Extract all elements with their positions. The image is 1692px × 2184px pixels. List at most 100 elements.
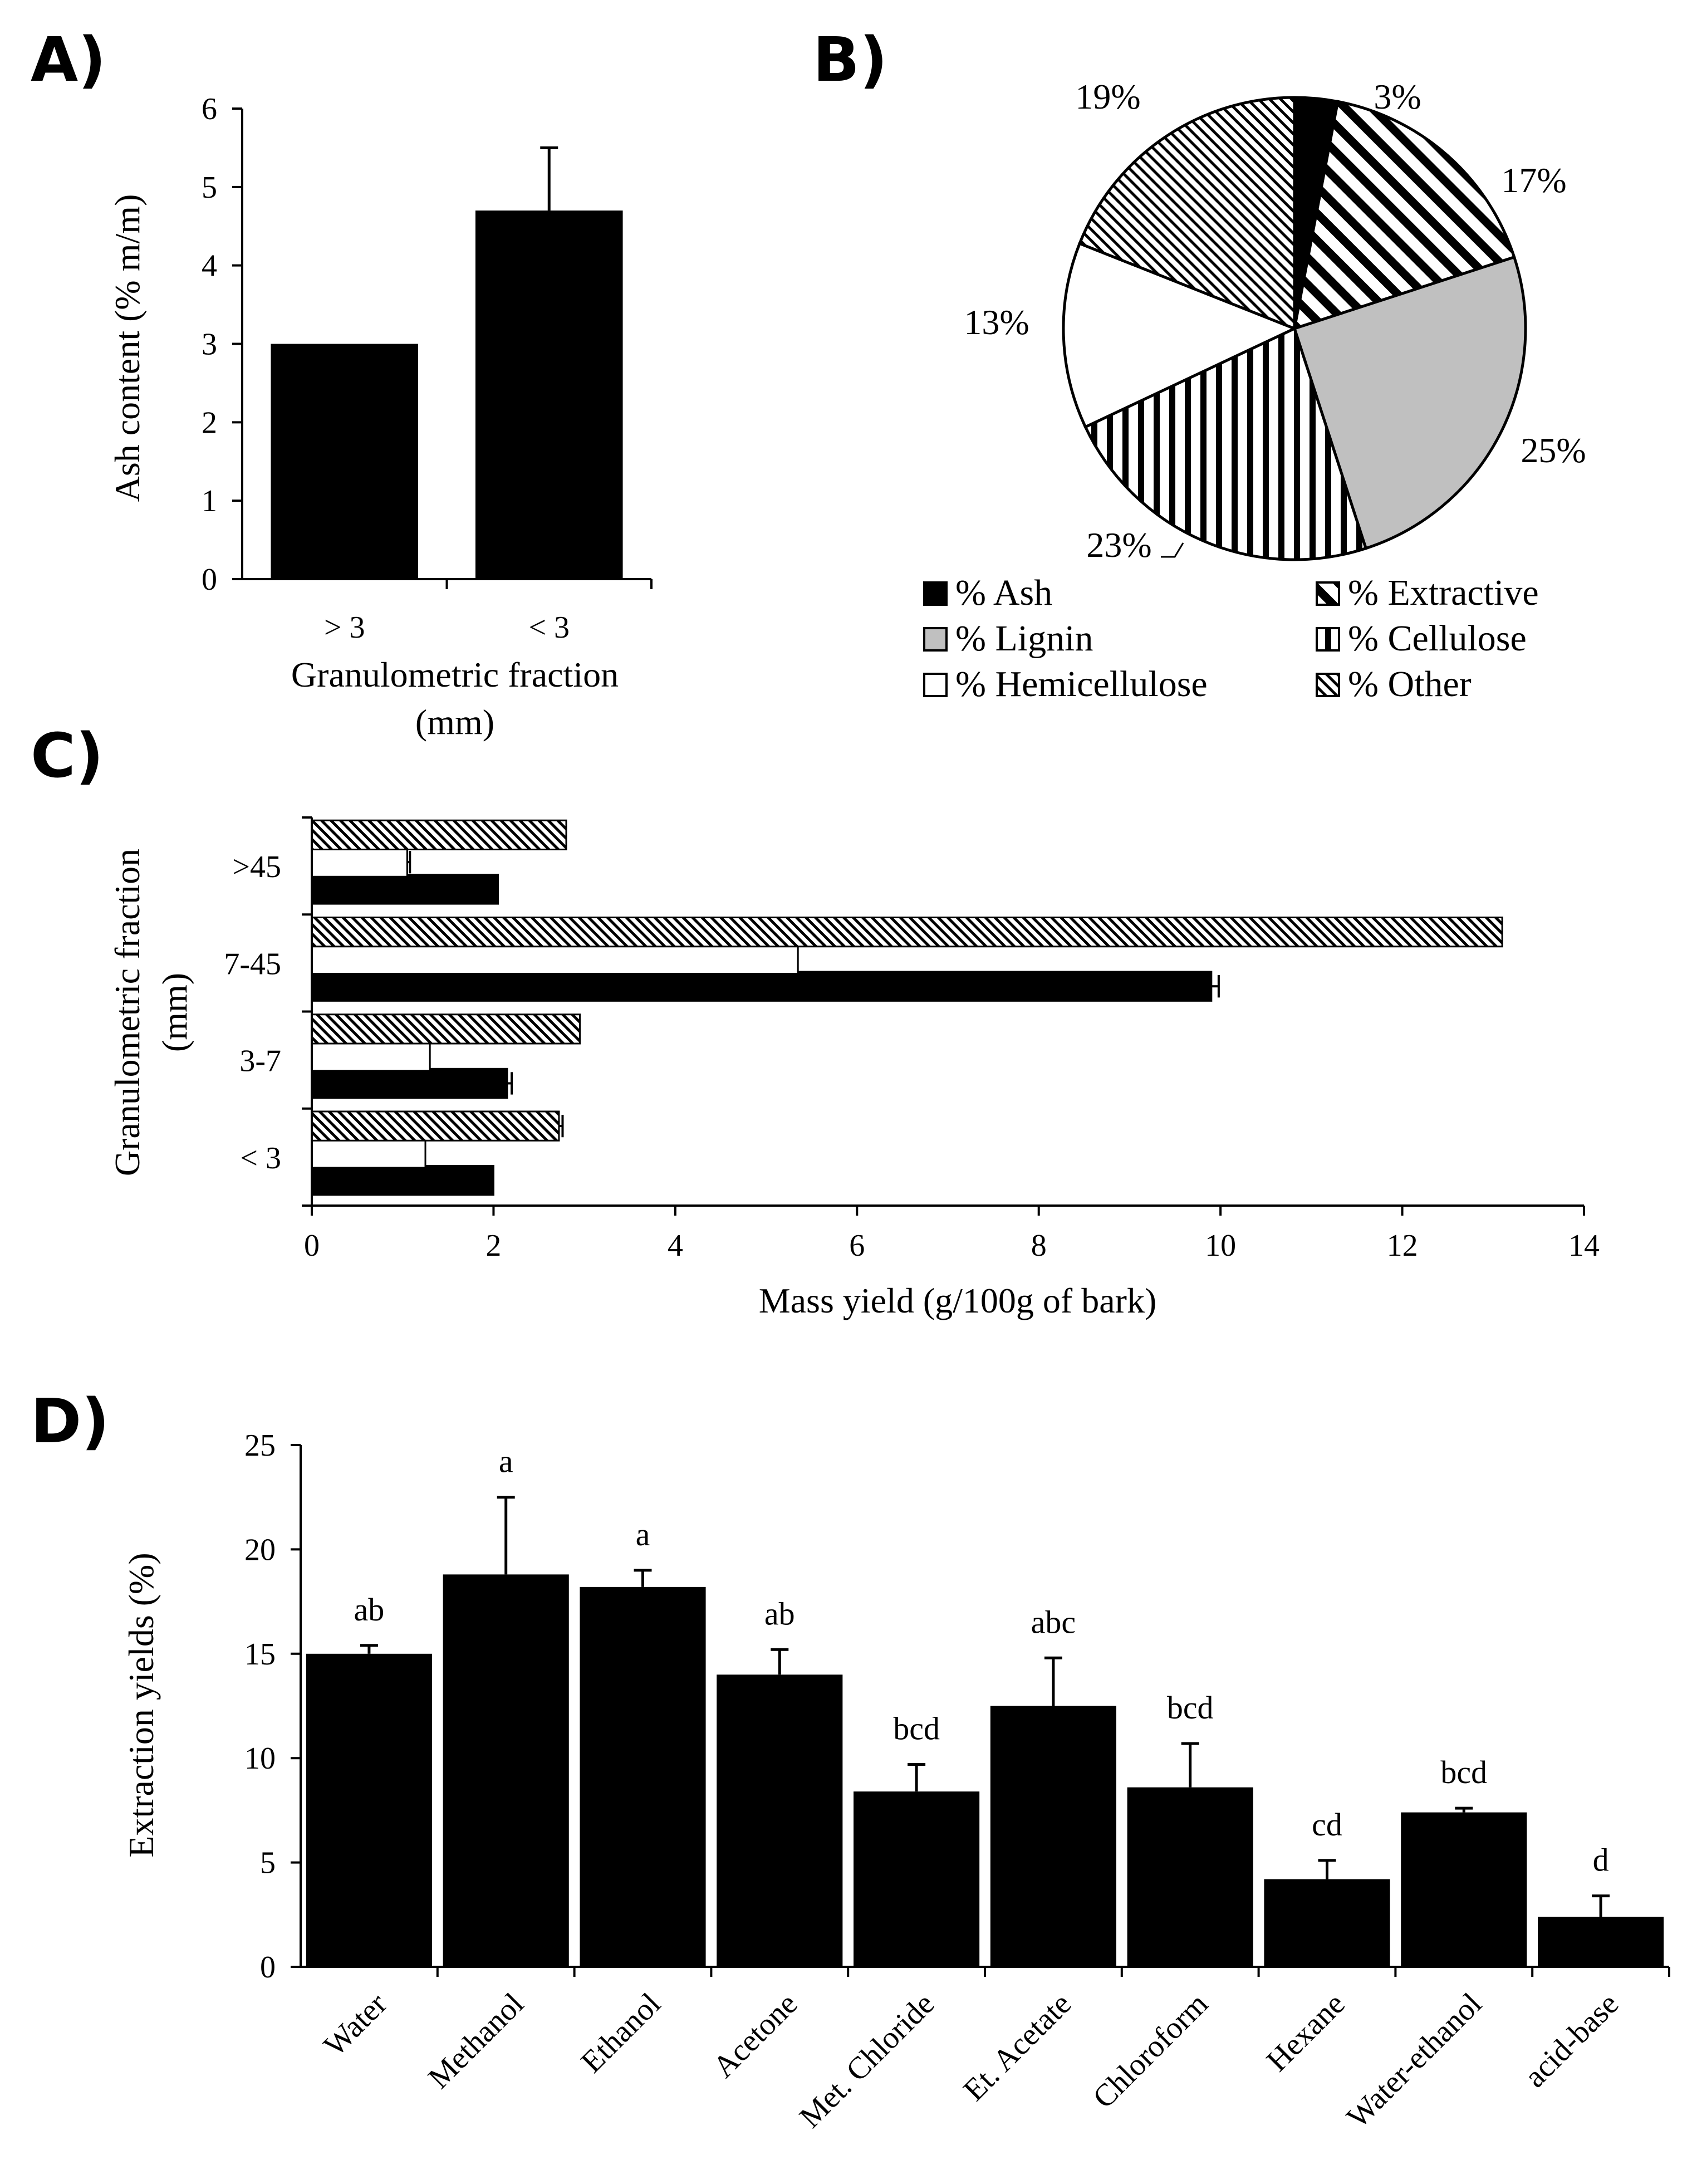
d-y-tick-label: 10 <box>244 1741 276 1776</box>
d-significance-letter: bcd <box>1167 1690 1214 1726</box>
panel-label-d: D) <box>31 1385 110 1457</box>
c-x-tick-label: 0 <box>304 1228 320 1263</box>
c-x-tick-label: 10 <box>1205 1228 1236 1263</box>
c-x-axis-title: Mass yield (g/100g of bark) <box>759 1281 1157 1320</box>
d-bar-water-ethanol <box>1401 1812 1527 1967</box>
panel-d-bar-chart: 0 5 10 15 20 25 ab Water a Methanol a Ethanol ab Acet… <box>121 1428 1670 2135</box>
b-slice-label-lignin: 25% <box>1521 430 1586 470</box>
c-bar-hatched-7-45 <box>311 916 1503 948</box>
b-legend-swatch-other <box>1316 673 1340 697</box>
b-legend-swatch-hemicellulose <box>923 673 948 697</box>
c-y-axis-title-line2: (mm) <box>155 973 194 1052</box>
c-bar-hatched-3 <box>311 1110 560 1142</box>
a-x-axis-title-line1: Granulometric fraction <box>291 655 619 694</box>
b-slice-label-hemicellulose: 13% <box>964 302 1029 342</box>
d-bar-acetone <box>717 1674 843 1967</box>
d-y-tick-label: 15 <box>244 1637 276 1672</box>
a-y-tick-label: 4 <box>202 249 217 283</box>
d-y-tick-label: 0 <box>260 1950 276 1985</box>
d-significance-letter: cd <box>1312 1806 1342 1843</box>
b-slice-lignin <box>1292 255 1527 550</box>
c-bar-black-7-45 <box>311 971 1213 1002</box>
panel-b-pie-chart: 3% 17% 25% 23% 13% 19% % Ash % Extractive % Lig… <box>923 77 1586 704</box>
d-bar-et-acetate <box>990 1706 1116 1967</box>
d-significance-letter: bcd <box>893 1710 940 1746</box>
c-bar-hatched-45 <box>311 819 567 851</box>
c-x-tick-label: 2 <box>485 1228 501 1263</box>
c-x-tick-label: 4 <box>668 1228 683 1263</box>
a-y-tick-label: 6 <box>202 92 217 126</box>
b-slice-other <box>1077 96 1296 331</box>
c-y-tick-label: 7-45 <box>224 947 281 981</box>
c-bar-white-3-7 <box>311 1041 431 1072</box>
b-slice-label-ash: 3% <box>1374 77 1421 116</box>
c-x-tick-label: 8 <box>1031 1228 1047 1263</box>
c-y-tick-label: >45 <box>232 850 281 884</box>
panel-label-a: A) <box>31 24 106 95</box>
c-x-tick-label: 6 <box>849 1228 865 1263</box>
c-bar-hatched-3-7 <box>311 1013 581 1045</box>
b-leader-line-cellulose <box>1161 542 1184 558</box>
b-legend-swatch-ash <box>923 581 948 606</box>
b-slice-label-extractive: 17% <box>1501 160 1566 200</box>
d-significance-letter: a <box>499 1443 513 1480</box>
a-x-tick-label: > 3 <box>324 610 365 645</box>
a-y-tick-label: 3 <box>202 327 217 362</box>
b-legend-swatch-cellulose <box>1316 627 1340 652</box>
d-x-tick-label: Met. Chloride <box>793 1986 941 2134</box>
d-significance-letter: bcd <box>1440 1754 1487 1790</box>
d-bar-methanol <box>443 1574 569 1967</box>
a-bar-3 <box>271 344 419 579</box>
c-x-tick-label: 12 <box>1387 1228 1418 1263</box>
d-x-tick-label: Ethanol <box>575 1986 668 2079</box>
b-legend-swatch-extractive <box>1316 581 1340 606</box>
a-x-axis-title-line2: (mm) <box>415 702 494 742</box>
a-y-tick-label: 1 <box>202 484 217 518</box>
d-bar-met-chloride <box>854 1791 980 1967</box>
d-x-tick-label: Water <box>317 1986 394 2063</box>
b-slice-hemicellulose <box>1062 241 1298 429</box>
d-significance-letter: ab <box>764 1595 795 1632</box>
d-x-tick-label: Water-ethanol <box>1340 1986 1488 2134</box>
b-legend-label-hemicellulose: % Hemicellulose <box>955 664 1208 704</box>
d-x-tick-label: Hexane <box>1260 1986 1352 2078</box>
b-slice-label-cellulose: 23% <box>1086 525 1151 565</box>
d-bar-ethanol <box>580 1586 706 1967</box>
a-y-tick-label: 5 <box>202 170 217 205</box>
d-x-tick-label: Acetone <box>707 1986 805 2084</box>
c-y-tick-label: < 3 <box>240 1141 281 1176</box>
panel-c-horizontal-bar-chart: 0 2 4 6 8 10 12 14 < 3 3-7 7-45 >45 Mass yield (g/1… <box>107 816 1600 1320</box>
c-bar-black-3-7 <box>311 1067 508 1099</box>
b-slice-cellulose <box>1083 326 1368 561</box>
d-bar-acid-base <box>1538 1917 1664 1967</box>
a-y-axis-title: Ash content (% m/m) <box>107 194 147 502</box>
c-y-tick-label: 3-7 <box>239 1044 281 1079</box>
b-legend-label-extractive: % Extractive <box>1348 572 1539 613</box>
d-x-tick-label: Chloroform <box>1086 1986 1215 2115</box>
b-legend-label-ash: % Ash <box>955 572 1052 613</box>
d-y-axis-title: Extraction yields (%) <box>121 1553 161 1857</box>
b-legend-label-other: % Other <box>1348 664 1472 704</box>
d-x-tick-label: acid-base <box>1518 1986 1625 2094</box>
c-bar-white-45 <box>311 846 408 878</box>
b-legend-label-cellulose: % Cellulose <box>1348 618 1527 659</box>
a-bar-3 <box>475 210 623 579</box>
d-bar-water <box>306 1653 432 1967</box>
a-x-tick-label: < 3 <box>528 610 570 645</box>
panel-label-c: C) <box>31 720 104 791</box>
b-slice-label-other: 19% <box>1075 77 1140 116</box>
b-slice-extractive <box>1292 100 1516 331</box>
a-y-tick-label: 0 <box>202 562 217 597</box>
c-x-tick-label: 14 <box>1568 1228 1600 1263</box>
a-y-tick-label: 2 <box>202 405 217 440</box>
c-y-axis-title-line1: Granulometric fraction <box>107 849 147 1176</box>
d-significance-letter: ab <box>354 1592 385 1628</box>
d-x-tick-label: Et. Acetate <box>957 1986 1078 2108</box>
c-bar-black-45 <box>311 874 499 905</box>
c-bar-white-3 <box>311 1138 426 1169</box>
d-significance-letter: d <box>1593 1842 1609 1878</box>
d-y-tick-label: 25 <box>244 1428 276 1463</box>
d-y-tick-label: 5 <box>260 1846 276 1881</box>
